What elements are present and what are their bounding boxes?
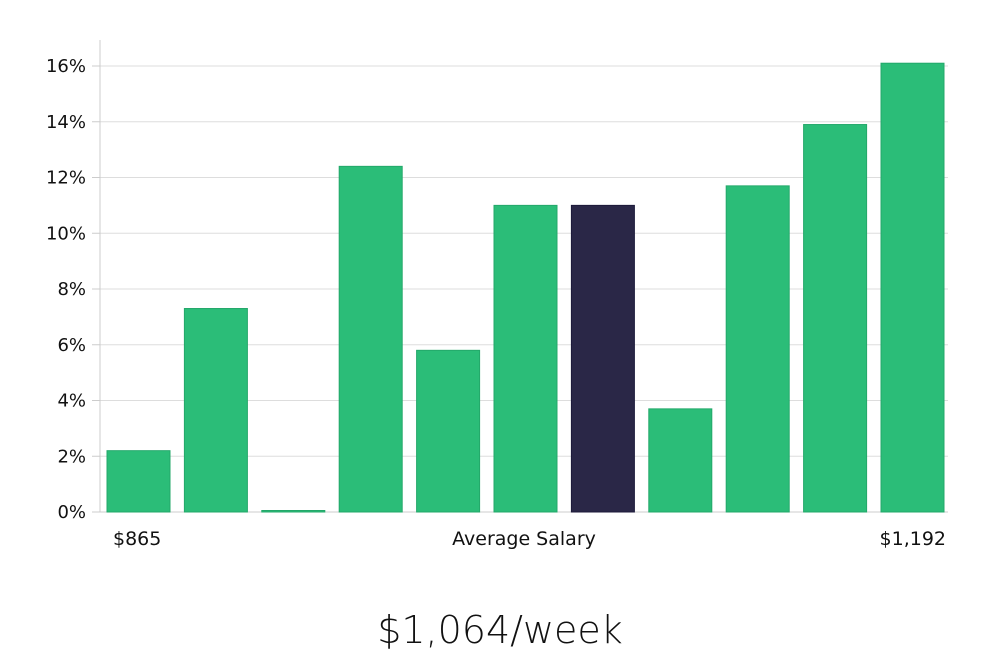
y-tick-label: 2% <box>57 446 86 467</box>
y-tick-label: 14% <box>46 112 86 133</box>
chart-svg: 0% 2% 4% 6% 8% 10% 12% 14% 16% <box>46 40 948 523</box>
bar <box>416 349 481 513</box>
bar <box>493 204 558 513</box>
x-axis-title: Average Salary <box>452 528 596 550</box>
y-tick-label: 4% <box>57 391 86 412</box>
bar <box>880 62 945 513</box>
y-tick-label: 10% <box>46 223 86 244</box>
x-label-max-salary: $1,192 <box>879 528 946 550</box>
bar <box>725 185 790 513</box>
bar <box>183 308 248 513</box>
bar <box>648 408 713 513</box>
bar-highlighted <box>570 204 635 513</box>
x-label-min-salary: $865 <box>113 528 162 550</box>
bar <box>106 450 171 513</box>
y-tick-label: 0% <box>57 502 86 523</box>
y-tick-label: 8% <box>57 279 86 300</box>
y-tick-label: 6% <box>57 335 86 356</box>
bar <box>803 124 868 513</box>
salary-distribution-chart: 0% 2% 4% 6% 8% 10% 12% 14% 16% <box>46 40 948 523</box>
y-tick-label: 12% <box>46 168 86 189</box>
bar <box>338 165 403 513</box>
bar <box>261 510 326 513</box>
y-tick-label: 16% <box>46 56 86 77</box>
average-salary-headline: $1,064/week <box>377 608 623 652</box>
